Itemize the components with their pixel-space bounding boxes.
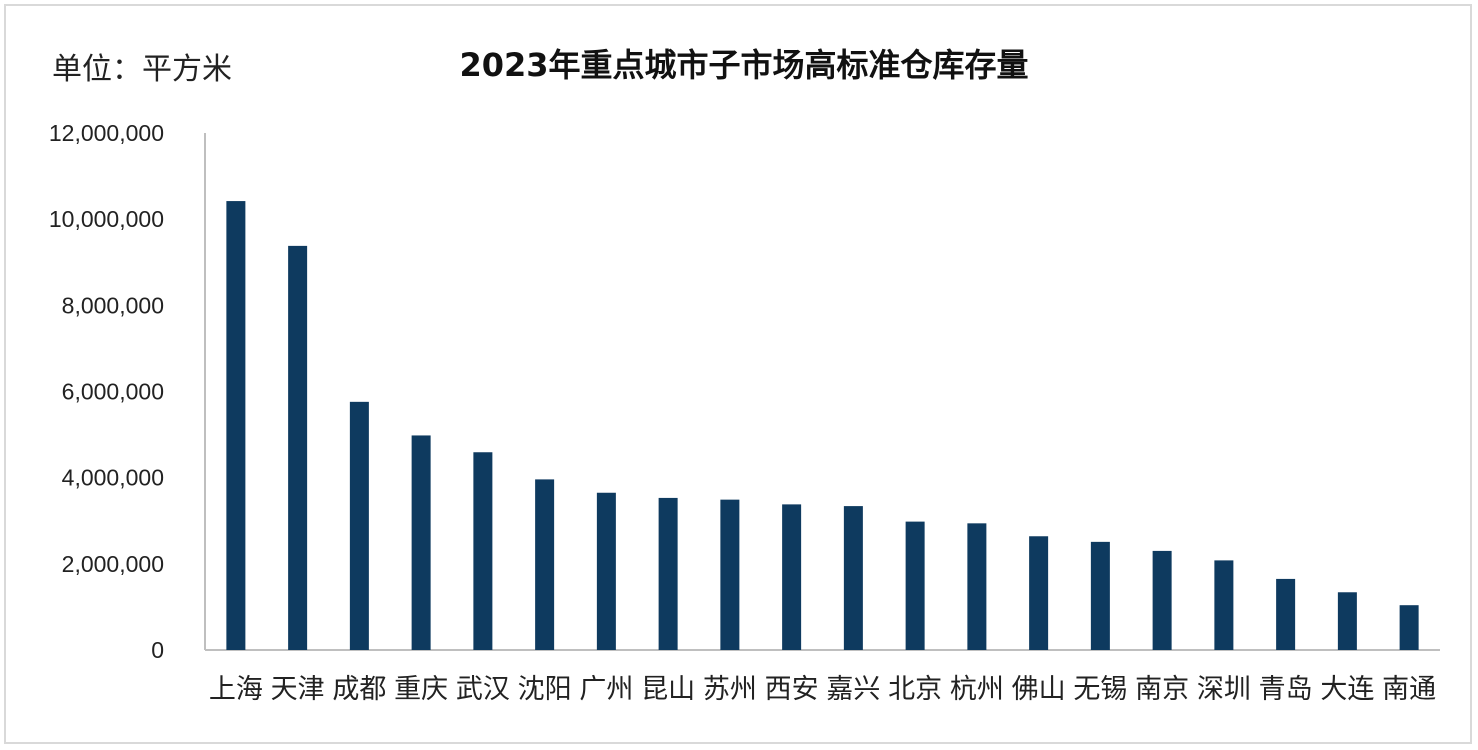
bar-12 bbox=[967, 523, 987, 650]
x-category-label: 武汉 bbox=[456, 674, 510, 705]
bar-2 bbox=[349, 401, 369, 650]
y-tick-label: 10,000,000 bbox=[49, 206, 164, 232]
x-category-label: 大连 bbox=[1320, 674, 1374, 705]
bar-14 bbox=[1090, 541, 1110, 650]
bar-8 bbox=[720, 499, 740, 650]
x-category-label: 苏州 bbox=[703, 674, 757, 705]
bar-4 bbox=[473, 452, 493, 650]
x-category-label: 青岛 bbox=[1259, 674, 1313, 705]
x-category-label: 昆山 bbox=[641, 674, 695, 705]
bar-7 bbox=[658, 497, 678, 650]
x-category-label: 嘉兴 bbox=[826, 674, 880, 705]
y-tick-label: 0 bbox=[151, 637, 164, 663]
x-category-label: 重庆 bbox=[394, 674, 448, 705]
x-category-label: 佛山 bbox=[1012, 674, 1066, 705]
x-category-label: 上海 bbox=[209, 674, 263, 705]
bar-19 bbox=[1399, 605, 1419, 650]
y-tick-label: 2,000,000 bbox=[62, 551, 164, 577]
bar-6 bbox=[596, 492, 616, 650]
y-tick-label: 4,000,000 bbox=[62, 465, 164, 491]
bar-9 bbox=[782, 504, 802, 650]
chart-title: 2023年重点城市子市场高标准仓库存量 bbox=[459, 46, 1029, 84]
bar-11 bbox=[905, 521, 925, 650]
x-category-label: 西安 bbox=[765, 674, 819, 705]
bar-5 bbox=[535, 479, 555, 650]
x-category-label: 无锡 bbox=[1073, 674, 1127, 705]
bar-15 bbox=[1152, 550, 1172, 650]
x-category-label: 沈阳 bbox=[518, 674, 572, 705]
bar-3 bbox=[411, 435, 431, 650]
x-category-label: 杭州 bbox=[950, 674, 1004, 705]
bar-0 bbox=[226, 201, 246, 651]
x-category-label: 南京 bbox=[1135, 674, 1189, 705]
bar-18 bbox=[1337, 592, 1357, 650]
y-tick-label: 6,000,000 bbox=[62, 379, 164, 405]
bar-16 bbox=[1214, 560, 1234, 650]
bar-13 bbox=[1029, 536, 1049, 650]
x-category-label: 成都 bbox=[332, 674, 386, 705]
y-tick-label: 8,000,000 bbox=[62, 292, 164, 318]
x-category-label: 深圳 bbox=[1197, 674, 1251, 705]
x-category-label: 广州 bbox=[579, 674, 633, 705]
bar-17 bbox=[1276, 578, 1296, 650]
x-category-label: 北京 bbox=[888, 674, 942, 705]
unit-label: 单位：平方米 bbox=[52, 52, 232, 87]
bar-10 bbox=[843, 506, 863, 650]
bar-1 bbox=[288, 245, 308, 650]
x-category-label: 南通 bbox=[1382, 674, 1436, 705]
y-tick-label: 12,000,000 bbox=[49, 120, 164, 146]
x-category-label: 天津 bbox=[271, 674, 325, 705]
